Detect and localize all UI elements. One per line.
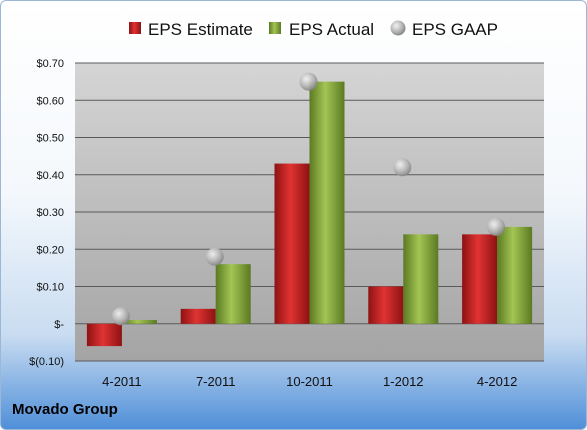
x-axis-ticks: 4-2011 7-2011 10-2011 1-2012 4-2012 — [102, 374, 517, 389]
y-tick-label: $0.60 — [36, 95, 64, 107]
y-axis-ticks: $(0.10) $- $0.10 $0.20 $0.30 $0.40 $0.50 $0.60 $… — [29, 58, 64, 368]
x-tick-label: 4-2011 — [102, 374, 142, 389]
legend-label-estimate: EPS Estimate — [148, 20, 253, 39]
estimate-bar — [368, 286, 404, 324]
y-tick-label: $0.70 — [36, 58, 64, 70]
y-tick-label: $(0.10) — [29, 356, 64, 368]
y-tick-label: $0.30 — [36, 207, 64, 219]
actual-bar — [121, 320, 157, 324]
x-tick-label: 1-2012 — [383, 374, 423, 389]
company-name: Movado Group — [12, 401, 118, 418]
actual-bar — [403, 234, 439, 324]
y-tick-label: $0.20 — [36, 244, 64, 256]
legend-label-actual: EPS Actual — [289, 20, 374, 39]
gaap-marker — [205, 247, 224, 266]
legend-label-gaap: EPS GAAP — [412, 20, 498, 39]
estimate-bar — [180, 308, 216, 324]
y-tick-label: $0.40 — [36, 170, 64, 182]
gaap-marker — [111, 307, 130, 326]
x-tick-label: 4-2012 — [477, 374, 517, 389]
x-tick-label: 10-2011 — [286, 374, 333, 389]
x-tick-label: 7-2011 — [196, 374, 236, 389]
estimate-bar — [86, 323, 122, 347]
legend-swatch-gaap — [390, 20, 406, 36]
gaap-marker — [487, 217, 506, 236]
legend-swatch-actual — [269, 22, 281, 34]
bars — [86, 81, 533, 347]
actual-bar — [497, 226, 533, 324]
y-tick-label: $0.50 — [36, 133, 64, 145]
gaap-marker — [299, 72, 318, 91]
gaap-marker — [393, 158, 412, 177]
actual-bar — [309, 81, 345, 324]
legend-swatch-estimate — [129, 22, 141, 34]
legend: EPS Estimate EPS Actual EPS GAAP — [129, 20, 498, 39]
estimate-bar — [274, 163, 310, 324]
y-tick-label: $- — [54, 319, 64, 331]
estimate-bar — [462, 234, 498, 324]
y-tick-label: $0.10 — [36, 282, 64, 294]
actual-bar — [215, 264, 251, 324]
gaap-markers — [111, 72, 506, 326]
